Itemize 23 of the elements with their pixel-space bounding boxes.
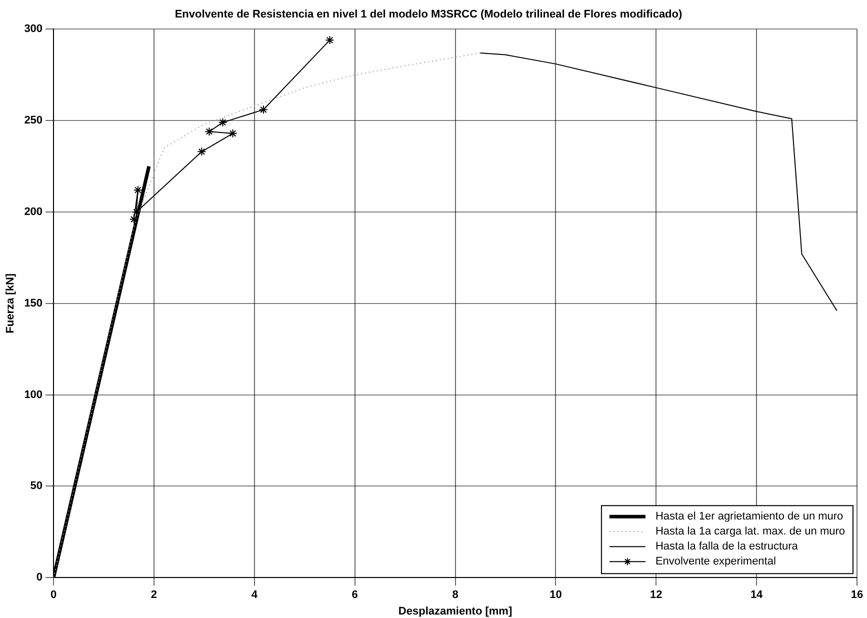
chart-title: Envolvente de Resistencia en nivel 1 del modelo M3SRCC (Modelo trilineal de Flores modificado) xyxy=(174,8,682,21)
x-tick-label: 8 xyxy=(452,589,458,602)
y-axis-title: Fuerza [kN] xyxy=(4,273,17,334)
x-tick-label: 16 xyxy=(850,589,864,602)
x-tick-label: 12 xyxy=(650,589,662,602)
legend-label: Envolvente experimental xyxy=(655,556,776,568)
y-tick-label: 0 xyxy=(36,572,43,584)
x-tick-label: 10 xyxy=(550,589,562,602)
y-tick-label: 300 xyxy=(24,23,43,36)
x-tick-label: 6 xyxy=(352,589,358,602)
y-tick-label: 250 xyxy=(24,114,43,127)
x-tick-label: 14 xyxy=(750,589,764,602)
legend-label: Hasta la falla de la estructura xyxy=(655,540,799,553)
x-tick-label: 4 xyxy=(251,589,258,602)
y-tick-label: 100 xyxy=(24,388,43,401)
y-tick-label: 50 xyxy=(30,480,43,492)
x-axis-title: Desplazamiento [mm] xyxy=(398,605,512,618)
legend-label: Hasta el 1er agrietamiento de un muro xyxy=(655,510,844,523)
legend-label: Hasta la 1a carga lat. max. de un muro xyxy=(655,526,846,538)
x-tick-label: 2 xyxy=(150,589,158,602)
y-tick-label: 200 xyxy=(24,206,43,218)
x-tick-label: 0 xyxy=(50,589,57,602)
y-tick-label: 150 xyxy=(24,297,43,310)
